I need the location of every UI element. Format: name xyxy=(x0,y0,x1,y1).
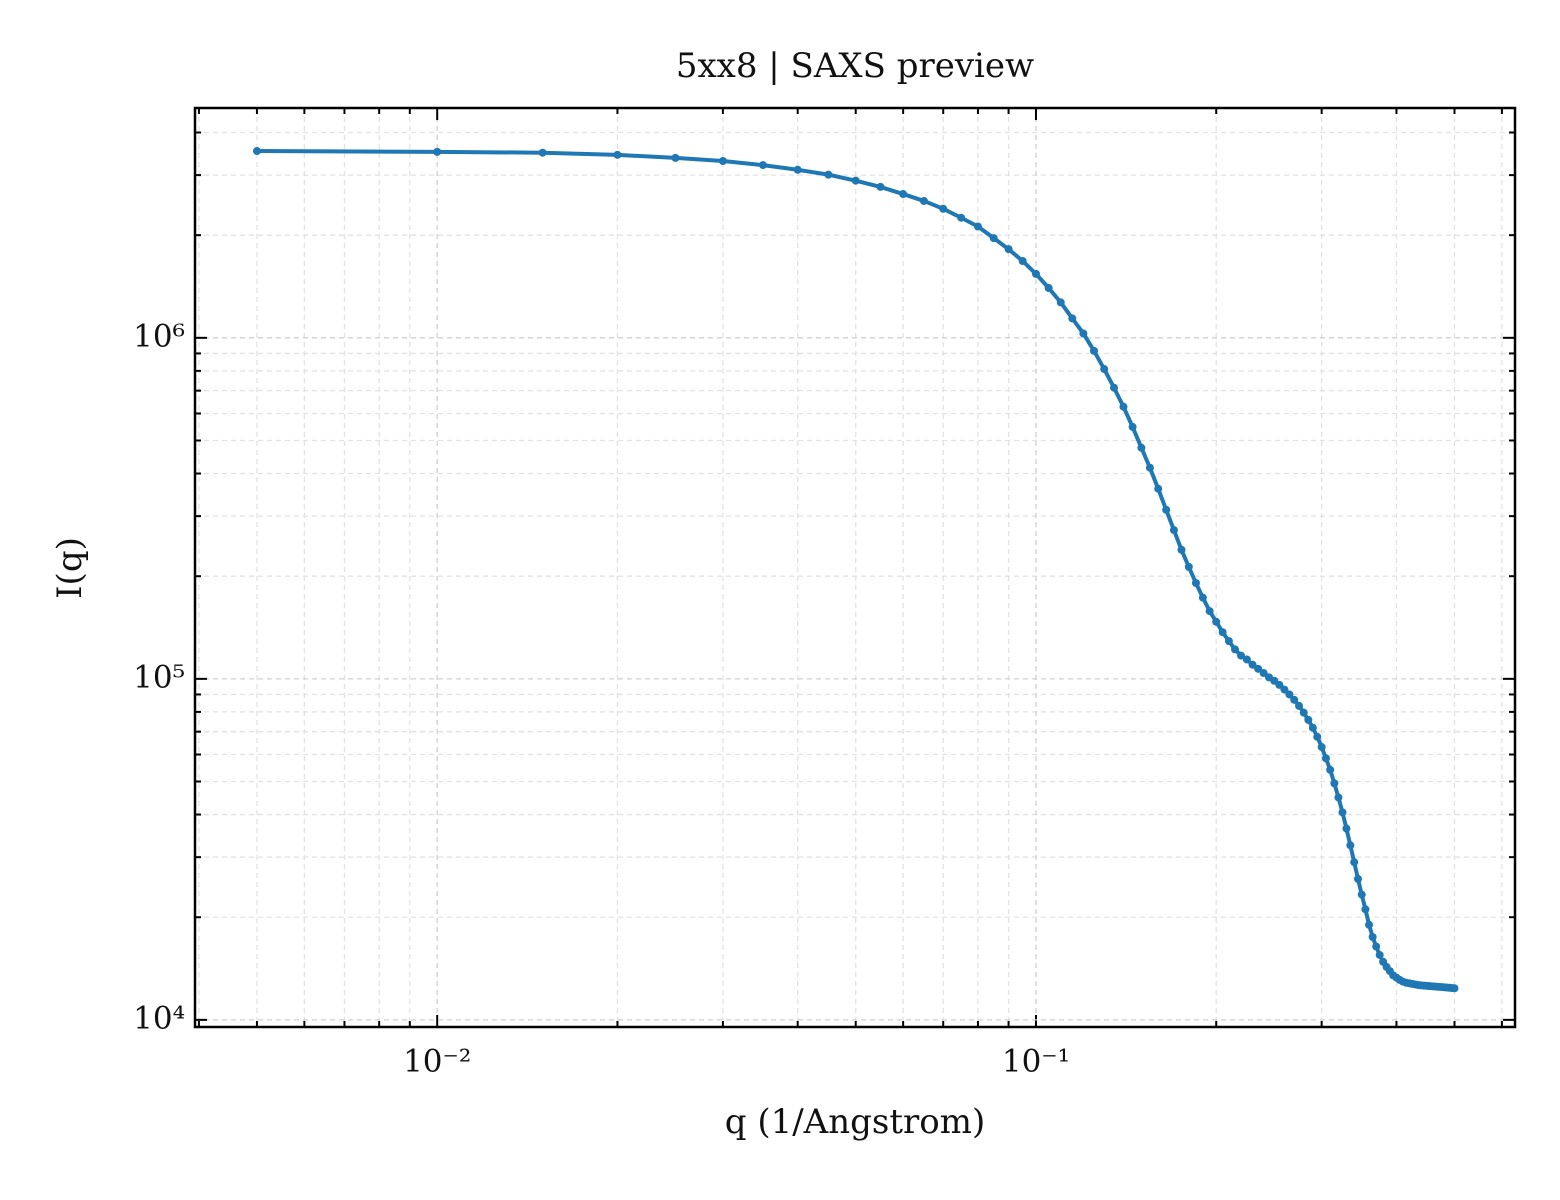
data-point xyxy=(1248,660,1257,669)
data-point xyxy=(1353,874,1362,883)
data-point xyxy=(1242,655,1251,664)
data-point xyxy=(1375,950,1384,959)
data-point xyxy=(613,150,622,159)
data-point xyxy=(1304,715,1313,724)
data-point xyxy=(1317,743,1326,752)
data-point xyxy=(1295,701,1304,710)
data-point xyxy=(1018,256,1027,265)
data-point xyxy=(876,182,885,191)
data-point xyxy=(758,161,767,170)
data-point xyxy=(1162,505,1171,514)
data-point xyxy=(1154,484,1163,493)
data-point xyxy=(1280,685,1289,694)
y-tick-label: 10⁵ xyxy=(133,659,185,695)
data-point xyxy=(1330,779,1339,788)
data-point xyxy=(919,196,928,205)
data-point xyxy=(989,234,998,243)
x-tick-label: 10⁻¹ xyxy=(1002,1044,1070,1080)
x-tick-label: 10⁻² xyxy=(403,1044,471,1080)
data-point xyxy=(1350,858,1359,867)
data-point xyxy=(824,170,833,179)
data-point xyxy=(538,148,547,157)
data-point xyxy=(1321,754,1330,763)
data-point xyxy=(1169,526,1178,535)
data-point xyxy=(1119,402,1128,411)
data-point xyxy=(1128,422,1137,431)
data-point xyxy=(1326,765,1335,774)
data-point xyxy=(1338,808,1347,817)
data-point xyxy=(1110,383,1119,392)
data-point xyxy=(1231,645,1240,654)
data-point xyxy=(851,176,860,185)
data-point xyxy=(1259,669,1268,678)
plot-frame xyxy=(193,106,1517,1029)
data-point xyxy=(1218,628,1227,637)
data-point xyxy=(1450,984,1459,993)
data-point xyxy=(1079,329,1088,338)
data-point xyxy=(1056,298,1065,307)
data-point xyxy=(1177,545,1186,554)
chart-title: 5xx8 | SAXS preview xyxy=(676,46,1034,86)
data-point xyxy=(1089,346,1098,355)
data-point xyxy=(1137,443,1146,452)
data-point xyxy=(793,165,802,174)
data-point xyxy=(973,222,982,231)
data-point xyxy=(1342,824,1351,833)
data-point xyxy=(1334,793,1343,802)
data-point xyxy=(671,153,680,162)
data-point xyxy=(1365,920,1374,929)
data-point xyxy=(1346,841,1355,850)
data-point xyxy=(1205,607,1214,616)
data-point xyxy=(1372,942,1381,951)
data-point xyxy=(718,157,727,166)
data-point xyxy=(1299,708,1308,717)
x-axis-label: q (1/Angstrom) xyxy=(725,1102,985,1142)
y-tick-label: 10⁶ xyxy=(133,318,185,354)
data-point xyxy=(939,204,948,213)
data-point xyxy=(1254,664,1263,673)
data-point xyxy=(1361,905,1370,914)
y-tick-label: 10⁴ xyxy=(133,1000,185,1036)
data-point xyxy=(1044,283,1053,292)
data-point xyxy=(1145,463,1154,472)
data-point xyxy=(1285,690,1294,699)
data-point xyxy=(1237,651,1246,660)
data-point xyxy=(252,147,261,156)
data-point xyxy=(1308,723,1317,732)
data-point xyxy=(1068,314,1077,323)
data-point xyxy=(1004,245,1013,254)
data-point xyxy=(957,213,966,222)
data-point xyxy=(1275,680,1284,689)
data-point xyxy=(1212,617,1221,626)
data-point xyxy=(1191,579,1200,588)
data-point xyxy=(1290,695,1299,704)
data-point xyxy=(1368,932,1377,941)
data-point xyxy=(1224,637,1233,646)
data-point xyxy=(1184,562,1193,571)
data-point xyxy=(1100,365,1109,374)
data-point xyxy=(1198,593,1207,602)
data-point xyxy=(1313,732,1322,741)
data-point xyxy=(1031,269,1040,278)
data-point xyxy=(433,147,442,156)
data-point xyxy=(1357,890,1366,899)
y-axis-label: I(q) xyxy=(50,537,90,599)
data-point xyxy=(899,190,908,199)
